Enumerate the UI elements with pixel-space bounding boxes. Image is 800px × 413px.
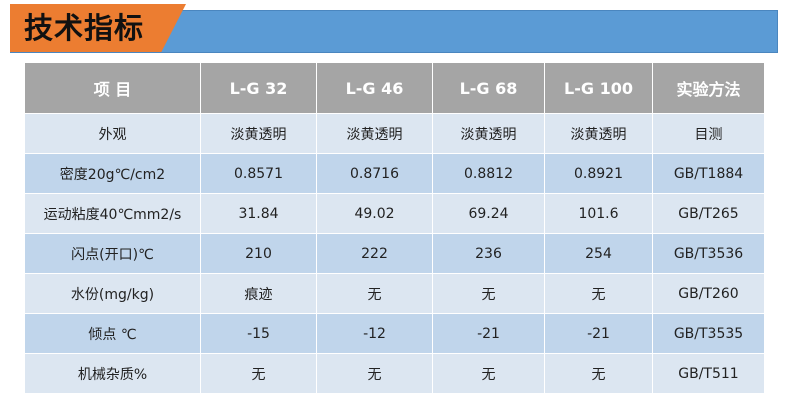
cell-value: 无	[544, 273, 653, 314]
cell-value: -21	[432, 313, 545, 354]
header-lg100: L-G 100	[544, 62, 653, 114]
cell-property: 运动粘度40℃mm2/s	[24, 193, 201, 234]
cell-property: 闪点(开口)℃	[24, 233, 201, 274]
cell-value: 无	[544, 353, 653, 394]
table-row: 倾点 ℃ -15 -12 -21 -21 GB/T3535	[24, 313, 765, 354]
cell-method: GB/T1884	[652, 153, 765, 194]
cell-value: 222	[316, 233, 433, 274]
header-item: 项 目	[24, 62, 201, 114]
cell-value: -12	[316, 313, 433, 354]
cell-property: 外观	[24, 113, 201, 154]
cell-value: 淡黄透明	[316, 113, 433, 154]
cell-value: 210	[200, 233, 317, 274]
table-row: 机械杂质% 无 无 无 无 GB/T511	[24, 353, 765, 394]
cell-value: 无	[432, 273, 545, 314]
cell-value: 淡黄透明	[544, 113, 653, 154]
table-row: 运动粘度40℃mm2/s 31.84 49.02 69.24 101.6 GB/…	[24, 193, 765, 234]
cell-value: 69.24	[432, 193, 545, 234]
cell-value: 49.02	[316, 193, 433, 234]
cell-value: 101.6	[544, 193, 653, 234]
cell-value: -15	[200, 313, 317, 354]
cell-value: 0.8571	[200, 153, 317, 194]
cell-value: 痕迹	[200, 273, 317, 314]
table-row: 水份(mg/kg) 痕迹 无 无 无 GB/T260	[24, 273, 765, 314]
header-lg32: L-G 32	[200, 62, 317, 114]
cell-value: 0.8716	[316, 153, 433, 194]
section-banner: 技术指标	[10, 4, 780, 54]
cell-value: 淡黄透明	[200, 113, 317, 154]
cell-value: 无	[200, 353, 317, 394]
section-title: 技术指标	[24, 11, 145, 45]
header-lg68: L-G 68	[432, 62, 545, 114]
cell-value: 0.8921	[544, 153, 653, 194]
cell-method: GB/T3536	[652, 233, 765, 274]
banner-orange-tab	[10, 4, 186, 52]
cell-method: GB/T265	[652, 193, 765, 234]
table-header-row: 项 目 L-G 32 L-G 46 L-G 68 L-G 100 实验方法	[24, 62, 765, 114]
cell-method: GB/T260	[652, 273, 765, 314]
table-row: 密度20g℃/cm2 0.8571 0.8716 0.8812 0.8921 G…	[24, 153, 765, 194]
spec-table: 项 目 L-G 32 L-G 46 L-G 68 L-G 100 实验方法 外观…	[24, 62, 765, 394]
table-row: 外观 淡黄透明 淡黄透明 淡黄透明 淡黄透明 目测	[24, 113, 765, 154]
header-test-method: 实验方法	[652, 62, 765, 114]
cell-property: 机械杂质%	[24, 353, 201, 394]
cell-value: 无	[316, 353, 433, 394]
cell-property: 倾点 ℃	[24, 313, 201, 354]
cell-property: 水份(mg/kg)	[24, 273, 201, 314]
cell-method: 目测	[652, 113, 765, 154]
header-lg46: L-G 46	[316, 62, 433, 114]
cell-value: 236	[432, 233, 545, 274]
cell-value: 254	[544, 233, 653, 274]
cell-value: 淡黄透明	[432, 113, 545, 154]
cell-property: 密度20g℃/cm2	[24, 153, 201, 194]
cell-method: GB/T3535	[652, 313, 765, 354]
cell-value: 0.8812	[432, 153, 545, 194]
cell-value: -21	[544, 313, 653, 354]
table-row: 闪点(开口)℃ 210 222 236 254 GB/T3536	[24, 233, 765, 274]
cell-value: 31.84	[200, 193, 317, 234]
cell-value: 无	[432, 353, 545, 394]
cell-method: GB/T511	[652, 353, 765, 394]
cell-value: 无	[316, 273, 433, 314]
